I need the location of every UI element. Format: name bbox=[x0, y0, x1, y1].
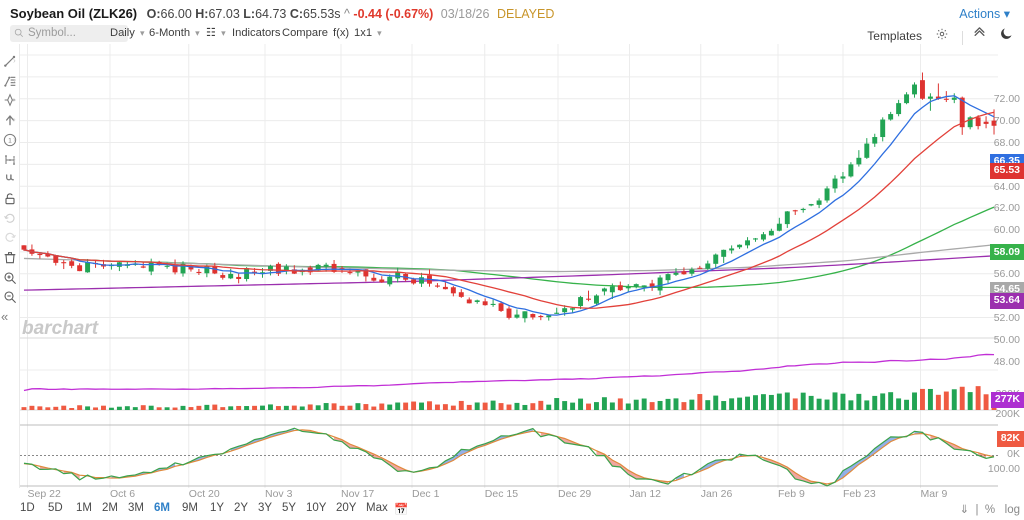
svg-text:1: 1 bbox=[8, 137, 12, 144]
